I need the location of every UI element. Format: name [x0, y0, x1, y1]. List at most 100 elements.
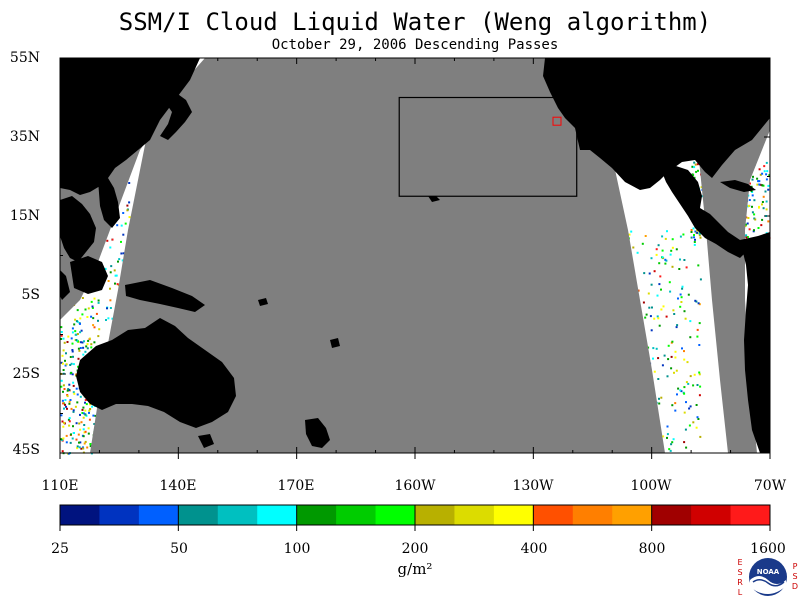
cloud-pixel [68, 424, 71, 427]
cloud-pixel [107, 317, 110, 320]
lon-label-70w: 70W [753, 478, 787, 494]
cloud-pixel [669, 253, 672, 256]
cloud-pixel [671, 265, 674, 268]
colorbar-label-100: 100 [283, 541, 311, 557]
cloud-pixel [669, 290, 672, 293]
cloud-pixel [60, 331, 63, 333]
cloud-pixel [693, 373, 696, 376]
cloud-pixel [674, 402, 677, 405]
cloud-pixel [75, 373, 78, 376]
lat-label-55n: 55N [9, 50, 40, 66]
cloud-pixel [72, 410, 75, 413]
cloud-pixel [675, 326, 678, 329]
cloud-pixel [765, 200, 768, 203]
cloud-pixel [70, 371, 73, 374]
cloud-pixel [80, 329, 83, 332]
cloud-pixel [91, 307, 94, 309]
cloud-pixel [683, 310, 686, 313]
map-subtitle: October 29, 2006 Descending Passes [271, 37, 559, 53]
cloud-pixel [68, 383, 71, 386]
cloud-pixel [120, 240, 122, 243]
cloud-pixel [692, 421, 695, 424]
cloud-pixel [76, 445, 79, 448]
cloud-pixel [749, 182, 751, 185]
land-central-america [662, 166, 748, 258]
cloud-pixel [679, 389, 682, 392]
cloud-pixel [745, 216, 748, 219]
cloud-pixel [97, 335, 100, 338]
cloud-pixel [69, 364, 72, 366]
cloud-pixel [114, 282, 116, 285]
cloud-pixel [73, 432, 75, 434]
cloud-pixel [656, 294, 659, 297]
cloud-pixel [761, 184, 764, 187]
cloud-pixel [758, 168, 761, 171]
cloud-pixel [87, 427, 90, 430]
cloud-pixel [61, 399, 64, 402]
cloud-pixel [98, 328, 101, 331]
cloud-pixel [71, 327, 74, 330]
cloud-pixel [82, 446, 84, 449]
cloud-pixel [659, 275, 662, 278]
cloud-pixel [644, 235, 647, 237]
cloud-pixel [77, 357, 80, 360]
colorbar-swatch [296, 505, 337, 525]
cloud-pixel [694, 230, 697, 233]
cloud-pixel [672, 438, 675, 441]
cloud-pixel [698, 344, 701, 346]
cloud-pixel [679, 258, 681, 261]
cloud-pixel [664, 237, 667, 240]
cloud-pixel [674, 356, 677, 359]
land-north-america [543, 58, 770, 190]
cloud-pixel [665, 315, 668, 318]
cloud-pixel [765, 173, 768, 176]
cloud-pixel [690, 229, 693, 231]
cloud-pixel [745, 223, 747, 226]
cloud-pixel [685, 446, 688, 449]
cloud-pixel [698, 303, 701, 306]
cloud-pixel [75, 339, 78, 341]
cloud-pixel [676, 324, 679, 327]
cloud-pixel [648, 306, 651, 309]
cloud-pixel [652, 357, 654, 360]
cloud-pixel [74, 405, 77, 408]
cloud-pixel [664, 258, 667, 261]
cloud-pixel [666, 433, 669, 436]
cloud-pixel [128, 182, 131, 184]
land-borneo [70, 256, 108, 294]
lat-label-15n: 15N [9, 208, 40, 224]
cloud-pixel [688, 407, 691, 410]
cloud-pixel [71, 331, 74, 334]
cloud-pixel [761, 201, 764, 203]
cloud-pixel [60, 334, 63, 337]
cloud-pixel [60, 338, 63, 340]
cloud-pixel [761, 203, 763, 206]
cloud-pixel [78, 441, 80, 444]
cloud-pixel [65, 434, 68, 437]
cloud-pixel [77, 347, 80, 350]
cloud-pixel [93, 326, 96, 329]
cloud-pixel [680, 390, 683, 393]
cloud-pixel [121, 259, 124, 262]
cloud-pixel [67, 335, 70, 338]
cloud-pixel [65, 405, 67, 408]
cloud-pixel [69, 441, 72, 444]
cloud-pixel [93, 297, 96, 300]
cloud-pixel [75, 422, 78, 425]
lat-label-25s: 25S [12, 366, 40, 382]
cloud-pixel [647, 292, 650, 295]
cloud-pixel [95, 312, 98, 315]
cloud-pixel [83, 424, 86, 426]
cloud-pixel [79, 331, 82, 334]
cloud-pixel [763, 165, 766, 168]
cloud-pixel [97, 319, 99, 322]
cloud-pixel [60, 438, 63, 441]
cloud-pixel [697, 264, 700, 267]
cloud-pixel [656, 315, 659, 318]
cloud-pixel [700, 186, 703, 189]
cloud-pixel [85, 403, 88, 406]
cloud-pixel [67, 418, 70, 421]
cloud-pixel [666, 436, 668, 439]
colorbar [59, 504, 771, 531]
cloud-pixel [671, 404, 674, 407]
